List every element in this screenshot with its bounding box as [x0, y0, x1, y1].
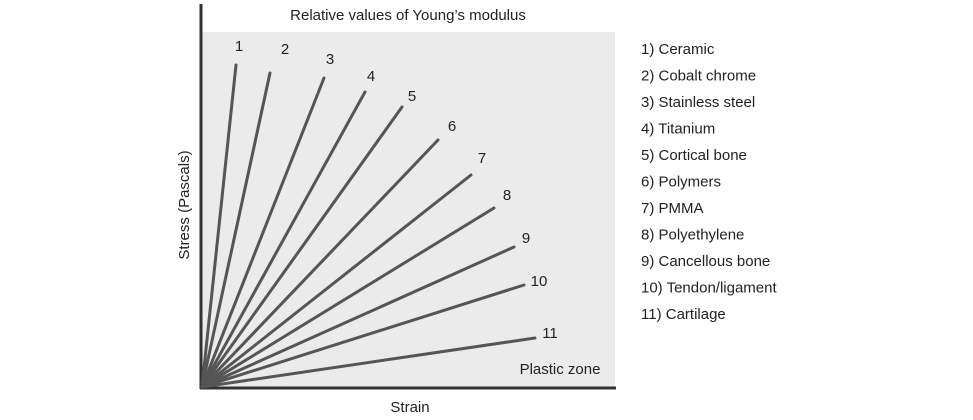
- legend-item: 8) Polyethylene: [641, 226, 744, 243]
- legend-item: 1) Ceramic: [641, 41, 715, 58]
- legend-item: 11) Cartilage: [641, 306, 726, 323]
- legend-item: 2) Cobalt chrome: [641, 67, 756, 84]
- title: Relative values of Young’s modulus: [290, 7, 526, 24]
- line-label: 8: [503, 187, 511, 204]
- legend-item: 9) Cancellous bone: [641, 253, 770, 270]
- modulus-line: [200, 138, 440, 389]
- zone-label: Plastic zone: [520, 361, 601, 378]
- legend-item: 4) Titanium: [641, 120, 715, 137]
- modulus-line: [200, 336, 537, 389]
- modulus-line: [200, 63, 238, 389]
- line-label: 6: [448, 118, 456, 135]
- line-label: 3: [326, 51, 334, 68]
- modulus-line: [200, 283, 526, 389]
- legend-item: 3) Stainless steel: [641, 94, 755, 111]
- line-label: 1: [235, 38, 243, 55]
- modulus-line: [200, 71, 272, 389]
- modulus-line: [200, 90, 367, 389]
- line-label: 7: [478, 150, 486, 167]
- modulus-line: [200, 173, 473, 389]
- line-label: 2: [281, 41, 289, 58]
- modulus-line: [200, 105, 404, 389]
- legend-item: 10) Tendon/ligament: [641, 279, 777, 296]
- x-axis-label: Strain: [390, 399, 429, 416]
- legend-item: 5) Cortical bone: [641, 147, 747, 164]
- line-label: 11: [542, 325, 558, 342]
- modulus-line: [200, 76, 326, 389]
- modulus-line: [200, 206, 496, 389]
- legend-item: 7) PMMA: [641, 200, 704, 217]
- line-label: 9: [522, 230, 530, 247]
- line-label: 10: [531, 273, 548, 290]
- line-label: 4: [367, 68, 375, 85]
- y-axis-label: Stress (Pascals): [176, 150, 193, 259]
- modulus-line: [200, 245, 516, 389]
- line-label: 5: [408, 88, 416, 105]
- legend-item: 6) Polymers: [641, 173, 721, 190]
